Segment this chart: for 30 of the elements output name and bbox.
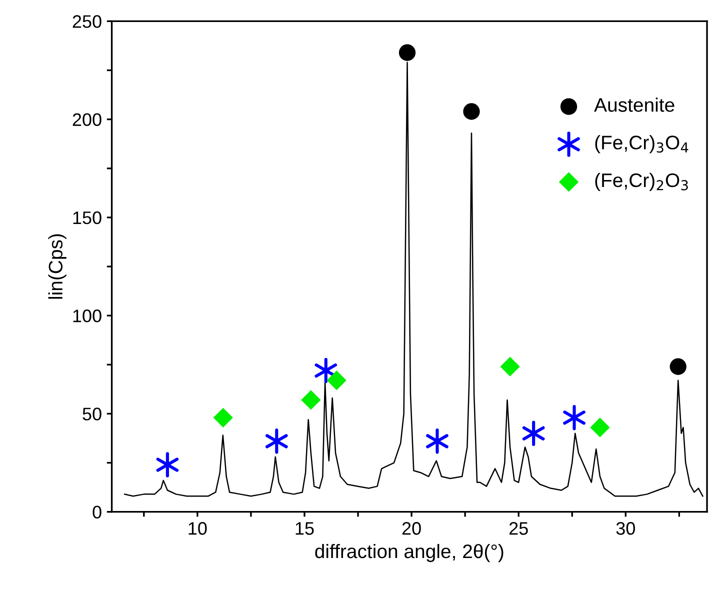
y-tick-label: 100 bbox=[73, 310, 102, 322]
point bbox=[670, 358, 686, 375]
point bbox=[563, 405, 586, 430]
x-tick-label: 10 bbox=[188, 522, 207, 535]
x-axis-title: diffraction angle, 2θ(°) bbox=[315, 544, 504, 562]
point bbox=[265, 428, 288, 454]
point bbox=[398, 44, 416, 61]
x-tick-label: 30 bbox=[616, 522, 635, 535]
y-tick-label: 200 bbox=[72, 113, 102, 126]
legend-label: (Fe,Cr)$_{3}$O$_{4}$ bbox=[595, 135, 688, 154]
point bbox=[301, 390, 321, 410]
y-tick-label: 250 bbox=[72, 15, 102, 28]
y-tick-label: 150 bbox=[73, 211, 102, 224]
x-tick-label: 25 bbox=[509, 522, 528, 535]
x-tick-label: 15 bbox=[296, 522, 314, 535]
point bbox=[463, 103, 480, 120]
y-tick-label: 50 bbox=[82, 408, 102, 420]
point bbox=[522, 420, 545, 446]
y-axis-title: lin(Cps) bbox=[48, 234, 66, 299]
point bbox=[326, 370, 346, 390]
point bbox=[426, 428, 448, 454]
y-tick-label: 0 bbox=[92, 506, 102, 519]
legend-label: (Fe,Cr)$_{2}$O$_{3}$ bbox=[595, 172, 688, 191]
point bbox=[314, 358, 338, 384]
point bbox=[213, 408, 233, 428]
point bbox=[590, 418, 610, 438]
x-tick-label: 20 bbox=[402, 522, 421, 535]
legend-label: Austenite bbox=[594, 98, 674, 112]
point bbox=[156, 452, 179, 478]
point bbox=[500, 356, 520, 376]
